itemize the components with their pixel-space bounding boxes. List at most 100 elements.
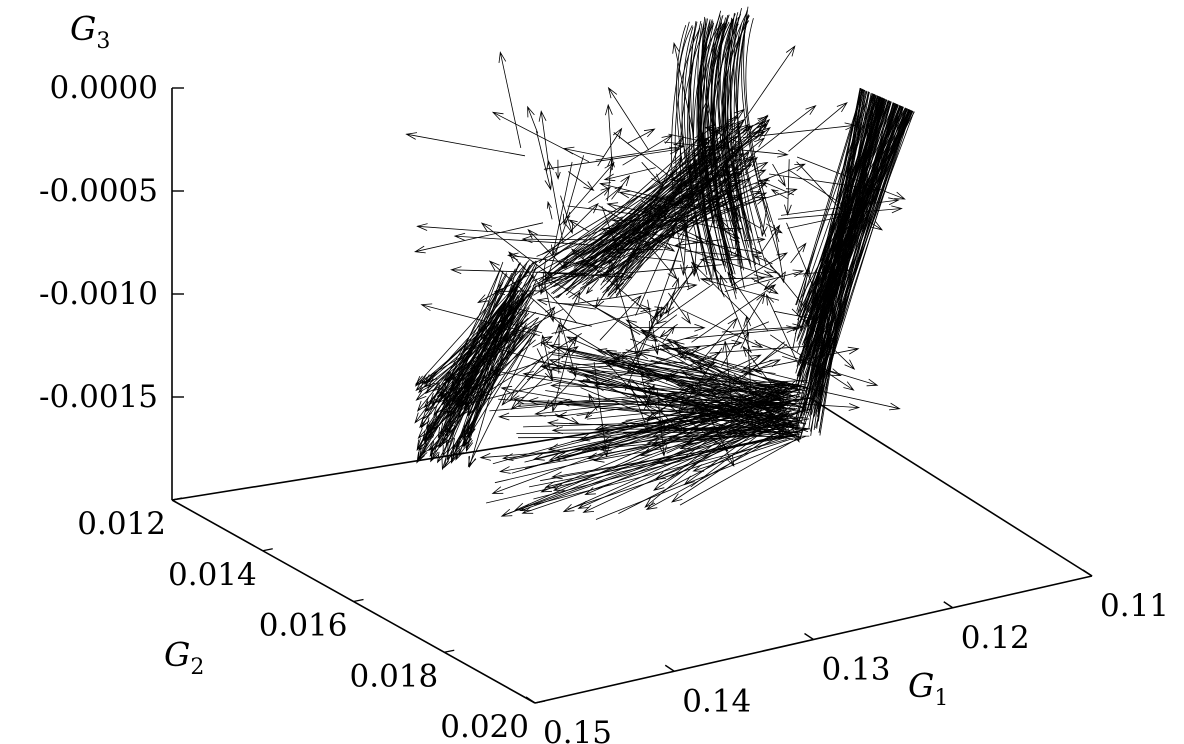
middle-cloud-arrow	[721, 323, 804, 333]
g1-tick-label: 0.14	[682, 683, 751, 719]
left-sheet-arrow	[467, 337, 509, 438]
middle-cloud-arrow	[555, 302, 652, 313]
middle-cloud-arrow	[755, 342, 842, 377]
lower-fan-arrow	[670, 421, 794, 503]
middle-cloud-arrow	[772, 163, 786, 187]
middle-cloud-arrow	[499, 319, 543, 334]
g2-tick	[444, 649, 455, 653]
middle-cloud-arrow	[497, 412, 567, 421]
left-sheet-arrow	[417, 282, 504, 461]
left-sheet-streamline	[745, 18, 780, 243]
middle-cloud-arrow	[717, 224, 741, 244]
middle-cloud-arrow	[721, 292, 766, 367]
middle-cloud-arrow	[741, 346, 860, 373]
g1-tick-label: 0.15	[543, 715, 612, 744]
middle-cloud-arrow	[498, 51, 522, 148]
middle-cloud-arrow	[673, 239, 722, 249]
middle-cloud-arrow	[787, 169, 884, 231]
lower-fan-line	[492, 382, 785, 465]
middle-cloud-arrow	[714, 341, 830, 354]
middle-cloud-arrow	[501, 308, 564, 342]
middle-cloud-arrow	[568, 219, 590, 232]
middle-cloud-arrow	[543, 146, 681, 170]
g1-tick	[804, 632, 814, 641]
middle-cloud-arrow	[532, 335, 554, 348]
middle-cloud-arrow	[436, 361, 542, 397]
middle-cloud-arrow	[790, 242, 807, 264]
g3-tick-label: -0.0010	[39, 276, 158, 312]
middle-cloud-arrow	[753, 255, 773, 265]
left-sheet-arrow	[417, 312, 530, 440]
lower-fan-arrow	[533, 394, 792, 461]
ridge-arrow	[531, 189, 707, 265]
middle-cloud-arrow	[551, 306, 667, 334]
middle-cloud-arrow	[699, 255, 751, 264]
right-sheet-streamline	[796, 108, 908, 342]
ridge-arrow	[530, 115, 769, 273]
right-sheet-streamline	[809, 99, 887, 417]
middle-cloud-arrow	[702, 274, 766, 282]
middle-cloud-arrow	[780, 197, 900, 216]
lower-fan-line	[517, 435, 810, 439]
lower-fan-arrow	[597, 410, 782, 433]
lower-fan-line	[664, 344, 796, 399]
middle-cloud-arrow	[770, 189, 788, 200]
middle-cloud-arrow	[488, 260, 570, 332]
middle-cloud-arrow	[641, 161, 662, 185]
g2-tick-label: 0.014	[168, 557, 257, 593]
lower-fan-line	[533, 439, 787, 506]
middle-cloud-arrow	[727, 271, 769, 332]
lower-fan-arrow	[586, 412, 790, 461]
middle-cloud-arrow	[788, 102, 848, 152]
middle-cloud-arrow	[613, 132, 677, 183]
middle-cloud-arrow	[491, 111, 590, 163]
middle-cloud-arrow	[607, 86, 650, 151]
middle-cloud-arrow	[551, 161, 573, 257]
g3-tick-label: -0.0005	[39, 173, 158, 209]
lower-fan-line	[486, 428, 810, 504]
left-sheet-streamline	[679, 27, 705, 273]
right-sheet-streamline	[813, 101, 892, 304]
middle-cloud-arrow	[656, 387, 667, 457]
ridge-arrow	[552, 126, 771, 295]
ridge-arrow	[587, 125, 752, 253]
left-sheet-arrow	[424, 307, 527, 388]
middle-cloud-arrow	[777, 205, 903, 220]
g3-tick-label: 0.0000	[50, 70, 158, 106]
lower-fan-line	[503, 414, 788, 516]
lower-fan-line	[576, 368, 802, 424]
middle-cloud-arrow	[774, 310, 817, 321]
right-sheet-streamline	[806, 96, 881, 399]
lower-fan-arrow	[659, 344, 804, 391]
axis-labels: G3 G2 G1	[70, 9, 948, 711]
left-sheet-arrow	[418, 300, 512, 461]
ridge-arrow	[607, 156, 758, 297]
middle-cloud-arrow	[622, 134, 673, 166]
g1-tick-label: 0.12	[961, 620, 1030, 656]
middle-cloud-arrow	[696, 163, 806, 206]
middle-cloud-arrow	[500, 385, 573, 401]
g1-tick	[943, 601, 954, 609]
middle-cloud-arrow	[740, 331, 750, 349]
middle-cloud-arrow	[782, 356, 879, 387]
ridge-arrow	[584, 155, 718, 281]
vector-arrows	[405, 6, 915, 520]
ridge-arrow	[578, 125, 742, 257]
middle-cloud-arrow	[719, 273, 752, 353]
base-back-edge-right	[809, 397, 1093, 577]
middle-cloud-arrow	[585, 279, 600, 295]
left-sheet-arrow	[463, 334, 529, 410]
middle-cloud-arrow	[620, 352, 643, 359]
middle-cloud-arrow	[773, 224, 786, 284]
middle-cloud-arrow	[796, 161, 860, 231]
left-sheet-streamline	[730, 23, 752, 265]
g2-tick-label: 0.016	[259, 608, 348, 644]
g1-tick	[1082, 569, 1093, 577]
middle-cloud-arrow	[420, 303, 540, 336]
middle-cloud-arrow	[655, 283, 714, 325]
left-sheet-arrow	[420, 299, 519, 384]
ridge-arrow	[606, 183, 738, 289]
middle-cloud-arrow	[522, 306, 556, 343]
left-sheet-streamline	[697, 19, 725, 266]
g1-tick-label: 0.11	[1100, 588, 1169, 624]
